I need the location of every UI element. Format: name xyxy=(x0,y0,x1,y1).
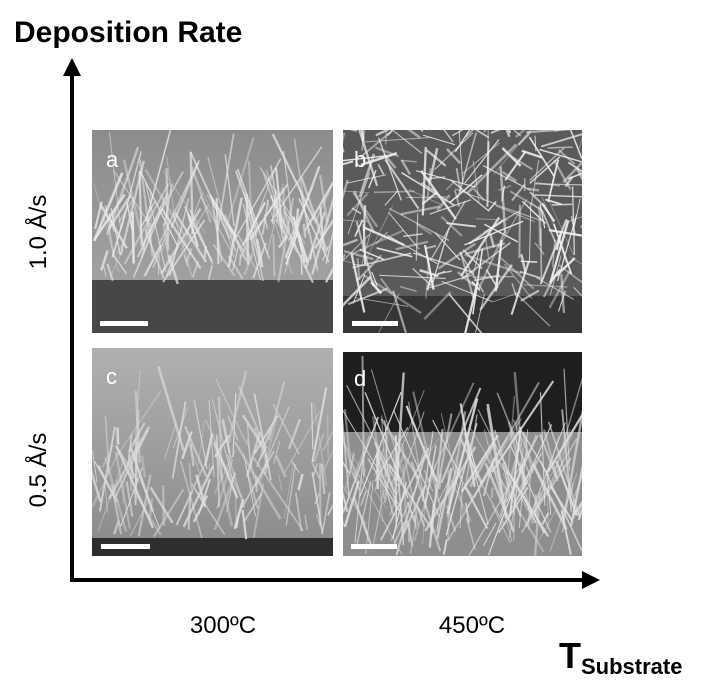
column-label: 450ºC xyxy=(439,612,505,639)
axis-subscript: Substrate xyxy=(581,654,682,677)
nanowire xyxy=(333,219,343,230)
panel-label: b xyxy=(354,147,366,172)
row-label: 0.5 Å/s xyxy=(24,433,52,508)
scale-bar xyxy=(351,544,397,549)
x-axis-title: TSubstrate xyxy=(559,635,682,677)
panel-label: a xyxy=(106,147,119,172)
nanowire xyxy=(374,191,415,192)
nanowire xyxy=(548,147,573,148)
nanowire xyxy=(554,122,601,131)
nanowire xyxy=(484,105,510,132)
nanowire xyxy=(491,113,541,133)
nanowire xyxy=(578,430,609,516)
row-label: 1.0 Å/s xyxy=(24,195,52,270)
scale-bar xyxy=(352,321,398,326)
nanowire xyxy=(205,246,206,258)
nanowire xyxy=(334,125,357,131)
panel-d xyxy=(287,352,622,556)
nanowire xyxy=(581,226,635,234)
column-label: 300ºC xyxy=(190,612,256,639)
nanowire xyxy=(334,118,344,152)
nanowire xyxy=(519,205,520,258)
panel-c xyxy=(90,348,359,556)
figure-title: Deposition Rate xyxy=(14,16,242,49)
nanowire xyxy=(552,204,572,205)
axis-symbol: T xyxy=(559,635,581,676)
panel-label: c xyxy=(106,364,117,389)
nanowire xyxy=(240,254,241,266)
panel-a xyxy=(92,128,356,333)
panel-label: d xyxy=(354,366,366,391)
panel-b xyxy=(305,76,635,347)
nanowire xyxy=(540,206,541,246)
scale-bar xyxy=(101,544,150,549)
nanowire xyxy=(409,120,423,132)
nanowire xyxy=(132,211,133,263)
x-arrow xyxy=(582,571,600,589)
y-arrow xyxy=(63,58,81,76)
nanowire xyxy=(333,488,344,525)
nanowire xyxy=(364,224,365,264)
nanowire xyxy=(388,86,432,135)
scale-bar xyxy=(100,321,148,326)
nanowire xyxy=(273,234,274,277)
nanowire xyxy=(117,428,118,445)
nanowire xyxy=(368,76,403,131)
nanowire xyxy=(579,422,617,520)
